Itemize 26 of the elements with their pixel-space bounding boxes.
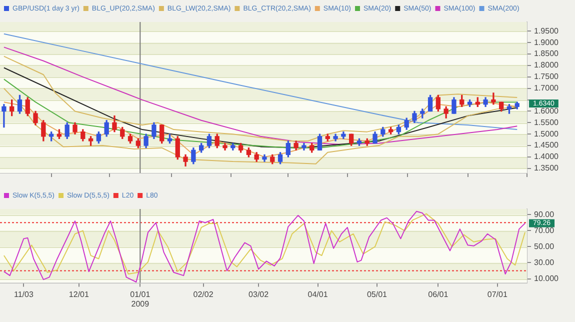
- x-tick-label: 03/02: [248, 290, 270, 299]
- y-tick-label: 1.5500: [534, 118, 560, 127]
- y-tick-label: 90.00: [534, 210, 555, 219]
- y-tick-label: 1.9500: [534, 26, 560, 36]
- x-tick-label: 06/01: [428, 290, 449, 299]
- y-tick-label: 1.9000: [534, 38, 560, 47]
- y-tick-label: 1.4500: [534, 140, 560, 150]
- x-tick-label: 05/01: [366, 290, 388, 299]
- y-tick-label: 50.00: [534, 242, 555, 251]
- y-tick-label: 1.8500: [534, 49, 560, 58]
- y-tick-label: 1.7000: [534, 84, 560, 93]
- x-tick-label: 11/03: [14, 290, 34, 299]
- y-tick-label: 1.6000: [534, 106, 560, 116]
- y-tick-label: 1.7500: [534, 72, 560, 82]
- x-tick-label: 02/02: [193, 290, 214, 299]
- y-tick-label: 1.3500: [534, 164, 560, 173]
- x-tick-label: 01/01 2009: [130, 290, 151, 308]
- y-tick-label: 1.5000: [534, 129, 560, 138]
- y-tick-label: 70.00: [534, 226, 555, 235]
- x-tick-label: 12/01: [68, 290, 90, 299]
- x-tick-label: 04/01: [308, 290, 328, 299]
- y-tick-label: 1.8000: [534, 60, 560, 70]
- y-tick-label: 1.4000: [534, 152, 560, 162]
- x-tick-label: 07/01: [487, 290, 508, 299]
- y-tick-label: 30.00: [534, 258, 555, 267]
- y-tick-label: 10.000: [534, 274, 560, 283]
